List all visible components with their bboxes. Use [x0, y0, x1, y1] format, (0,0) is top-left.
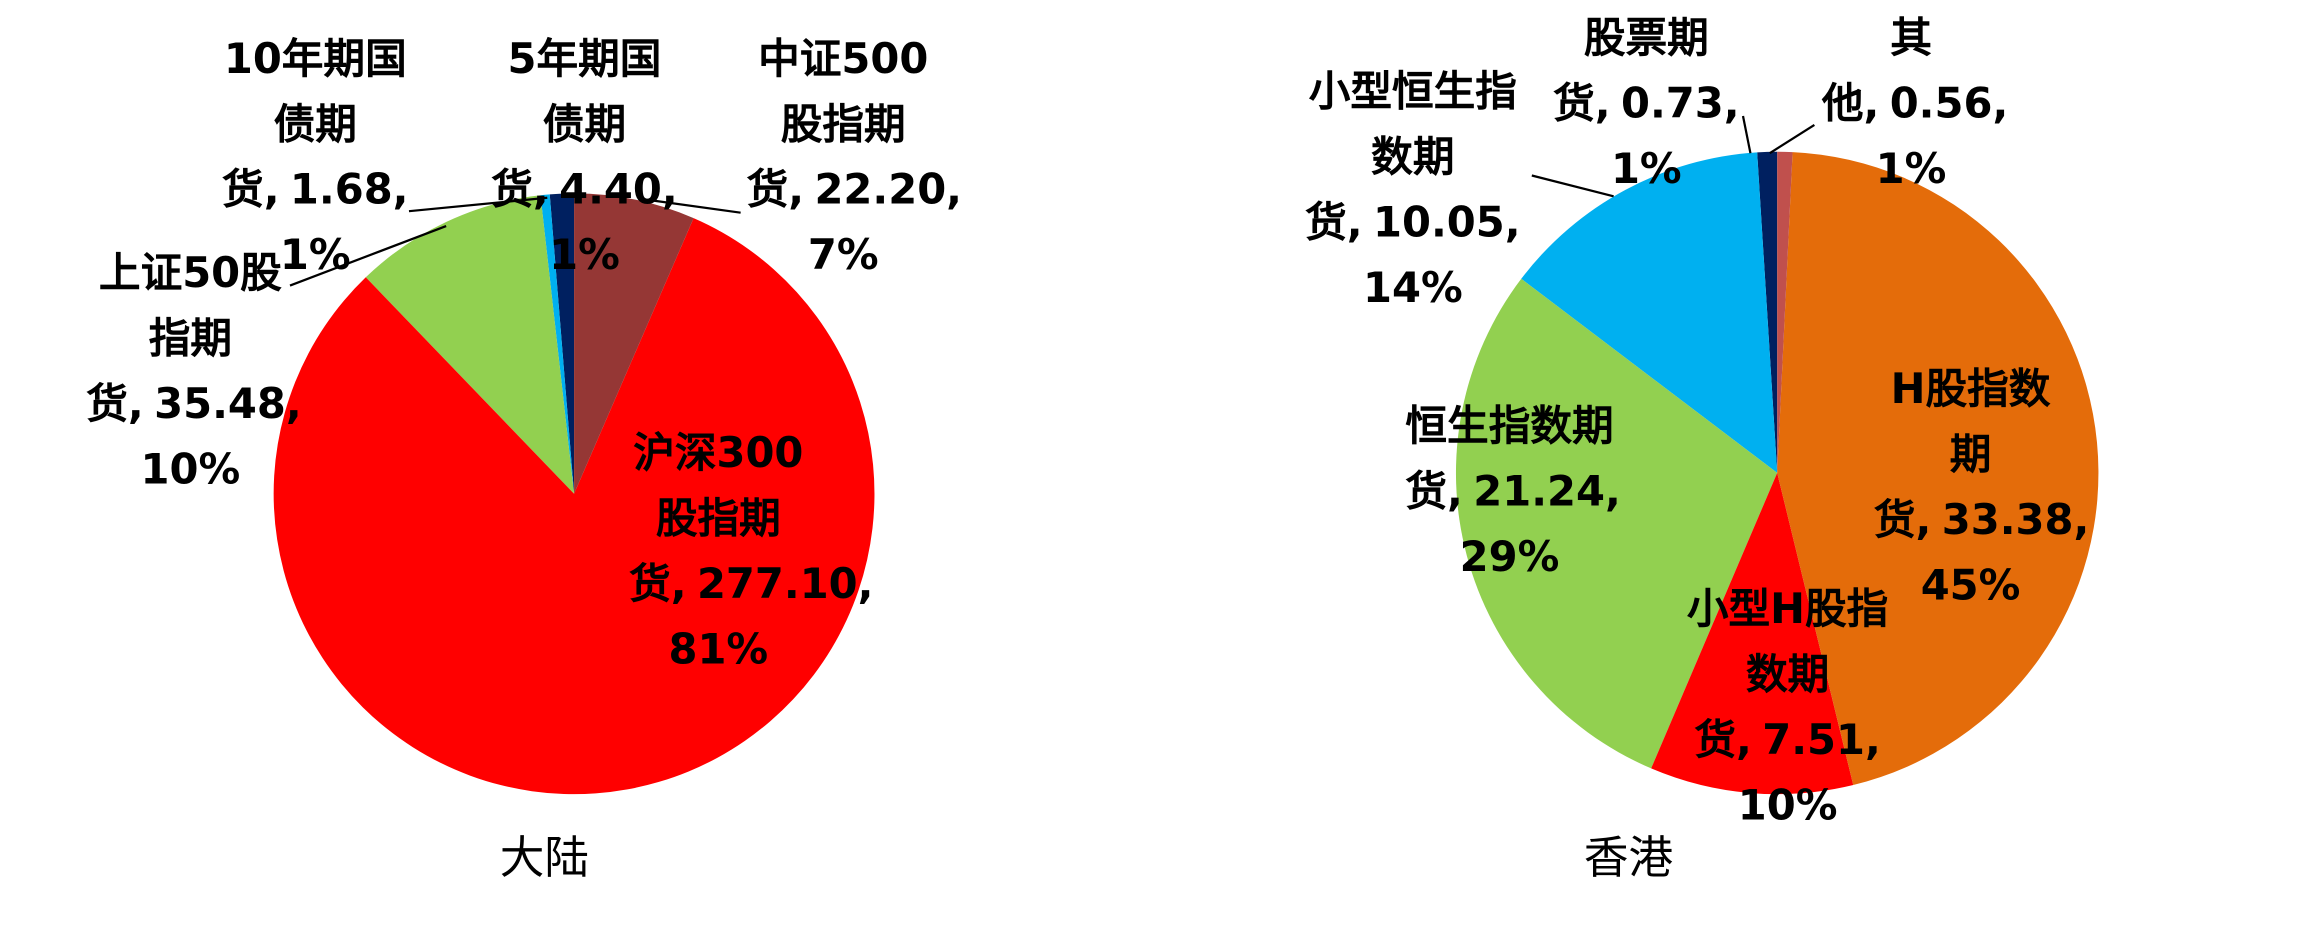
leader-lines — [289, 115, 1815, 287]
data-label: 5年期国债期货, 4.40, 1% — [488, 27, 681, 289]
data-label: 上证50股指期货, 35.48, 10% — [86, 241, 301, 503]
value-label: 10.05, 14% — [1362, 197, 1521, 313]
leader-line — [408, 196, 548, 213]
value-label: 33.38, 45% — [1920, 495, 2090, 610]
pie-slice — [1757, 151, 1778, 473]
category-label: 小型H股指数期货, — [1686, 584, 1889, 765]
leader-line — [289, 225, 447, 287]
data-label: 沪深300股指期货, 277.10, 81% — [629, 421, 873, 683]
category-label: 股票期货, — [1553, 13, 1709, 128]
data-label: 中证500股指期货, 22.20, 7% — [746, 27, 962, 289]
category-label: 5年期国债期货, — [491, 34, 662, 215]
category-label: H股指数期货, — [1873, 364, 2051, 545]
pie-slice — [365, 195, 575, 494]
pie-slice — [540, 194, 575, 494]
category-label: 上证50股指期货, — [86, 248, 282, 429]
data-label: 股票期货, 0.73, 1% — [1535, 6, 1758, 202]
value-label: 277.10, 81% — [668, 559, 874, 674]
data-label: 小型恒生指数期货, 10.05, 14% — [1301, 59, 1524, 321]
value-label: 1.68, 1% — [279, 165, 409, 280]
data-label: 其他, 0.56, 1% — [1821, 6, 2008, 202]
category-label: 沪深300股指期货, — [629, 428, 804, 609]
category-label: 恒生指数期货, — [1405, 401, 1614, 517]
pie-slice — [574, 193, 694, 494]
value-label: 4.40, 1% — [549, 165, 678, 280]
data-label: 10年期国债期货, 1.68, 1% — [204, 27, 427, 289]
value-label: 7.51, 10% — [1737, 715, 1881, 830]
leader-line — [654, 199, 741, 214]
category-label: 10年期国债期货, — [222, 34, 407, 215]
data-label: 小型H股指数期货, 7.51, 10% — [1676, 577, 1899, 839]
pie-slice — [1777, 152, 2099, 786]
value-label: 0.56, 1% — [1875, 78, 2009, 194]
category-label: 其他, — [1821, 13, 1932, 128]
value-label: 21.24, 29% — [1459, 466, 1621, 582]
data-label: H股指数期货, 33.38, 45% — [1873, 357, 2089, 619]
value-label: 0.73, 1% — [1610, 78, 1740, 194]
pie-slice — [273, 218, 875, 795]
value-label: 35.48, 10% — [140, 379, 302, 494]
category-label: 中证500股指期货, — [746, 34, 929, 215]
pie-slice — [1651, 472, 1854, 795]
chart-title: 香港 — [1583, 832, 1674, 885]
pie-slice — [1777, 151, 1793, 473]
chart-title: 大陆 — [499, 832, 589, 885]
pie-slice — [549, 193, 575, 494]
leader-line — [1741, 115, 1752, 154]
pie-slice — [1521, 152, 1778, 473]
leader-line — [1531, 174, 1614, 198]
value-label: 22.20, 7% — [807, 165, 962, 280]
category-label: 小型恒生指数期货, — [1305, 66, 1517, 247]
leader-line — [1769, 123, 1815, 155]
pie-slice — [1455, 278, 1778, 769]
data-label: 恒生指数期货, 21.24, 29% — [1405, 394, 1620, 590]
